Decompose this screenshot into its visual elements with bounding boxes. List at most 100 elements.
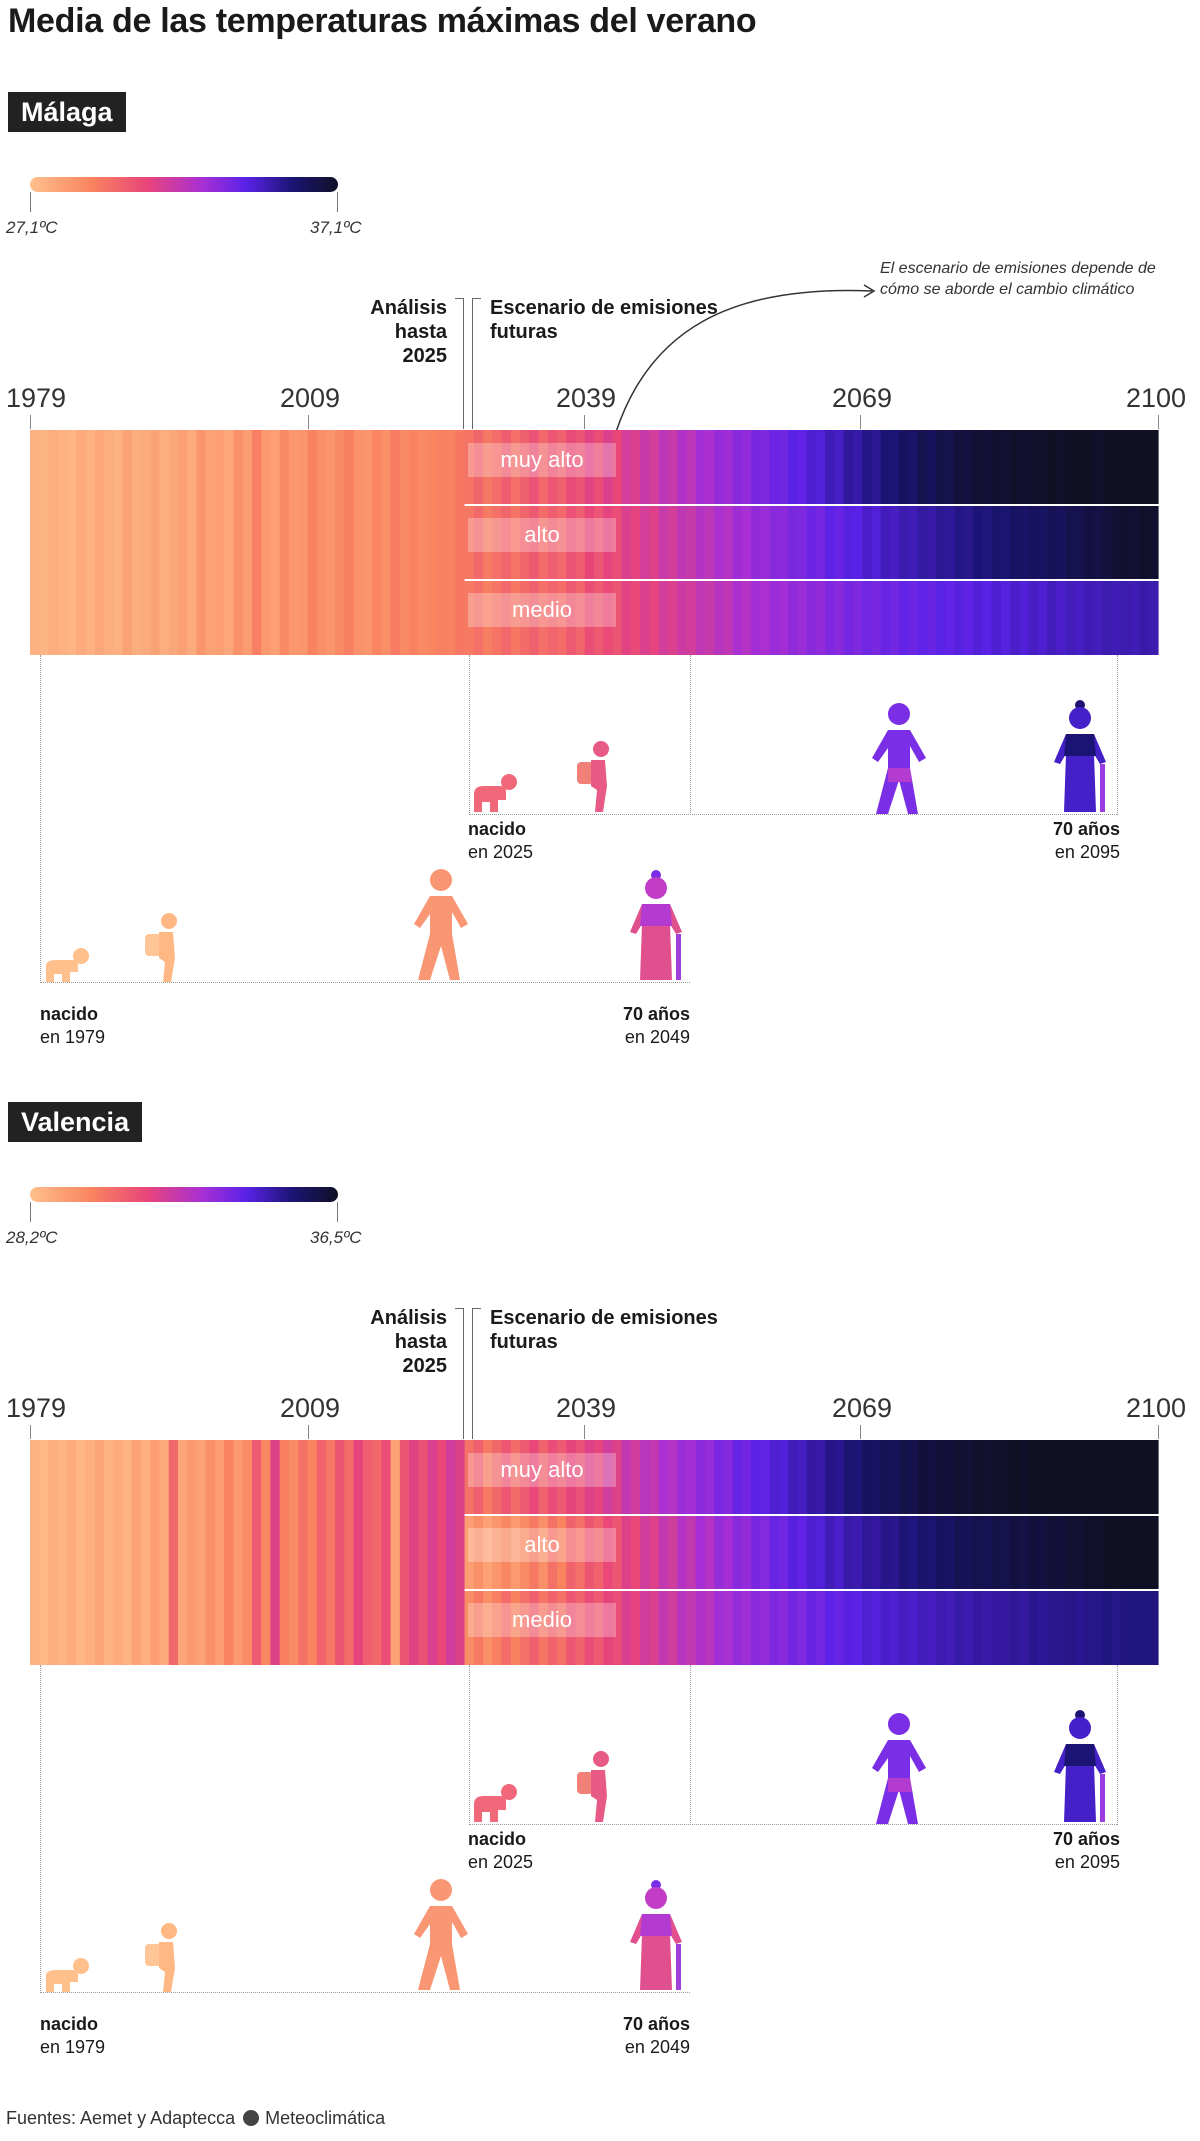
heat-cell-historical [196,430,207,655]
heat-cell-muy-alto [732,430,743,504]
heat-cell-historical [307,1440,318,1665]
heat-cell-medio [584,1591,595,1665]
heat-cell-alto [1037,506,1048,579]
heat-cell-muy-alto [686,1440,697,1514]
heat-cell-medio [880,581,891,655]
heat-cell-medio [1111,581,1122,655]
heat-cell-muy-alto [649,1440,660,1514]
heat-cell-alto [834,506,845,579]
heat-cell-alto [963,506,974,579]
heat-cell-alto [973,506,983,579]
heat-cell-medio [982,581,993,655]
heat-cell-historical [436,430,447,655]
heat-cell-alto [483,506,493,579]
heat-cell-muy-alto [594,430,604,504]
heat-cell-alto [1130,1516,1141,1589]
heat-cell-medio [825,1591,835,1665]
age70-2095-caption: 70 años en 2095 [1044,818,1120,864]
heat-cell-alto [1010,506,1020,579]
age-year: en 2049 [624,2037,690,2057]
heat-cell-historical [187,1440,198,1665]
heat-cell-muy-alto [510,1440,521,1514]
row-separator [464,579,1158,581]
heat-cell-muy-alto [520,1440,530,1514]
lifeline-2025 [469,1824,1117,1825]
heat-cell-alto [529,506,540,579]
baby-icon [474,774,517,812]
heat-cell-medio [1000,581,1011,655]
heat-cell-medio [945,1591,956,1665]
heat-cell-muy-alto [815,430,826,504]
heat-cell-medio [603,581,614,655]
heat-cell-historical [66,430,77,655]
guide-line [40,1665,41,1993]
brand-dot-icon [243,2110,260,2126]
heat-cell-muy-alto [991,430,1002,504]
scenario-label-muy-alto: muy alto [468,1453,616,1487]
heat-cell-historical [233,430,244,655]
year-tick-label: 2039 [556,1393,617,1423]
heat-cell-alto [788,506,799,579]
heat-cell-muy-alto [852,430,863,504]
legend-gradient [30,177,338,192]
heat-cell-alto [612,1516,623,1589]
heat-cell-medio [464,581,475,655]
heat-cell-historical [325,430,336,655]
heat-cell-muy-alto [667,430,678,504]
heat-cell-alto [501,1516,512,1589]
heat-cell-medio [963,1591,974,1665]
baby-icon [474,1784,517,1822]
heat-cell-alto [1074,1516,1085,1589]
heat-cell-alto [834,1516,845,1589]
heat-cell-medio [686,581,697,655]
heat-cell-historical [150,1440,161,1665]
heat-cell-muy-alto [1028,1440,1039,1514]
heat-cell-medio [584,581,595,655]
heat-cell-muy-alto [889,1440,900,1514]
child-icon [145,913,177,982]
heat-cell-muy-alto [760,1440,771,1514]
heat-cell-muy-alto [575,430,586,504]
heat-cell-alto [640,1516,651,1589]
heat-cell-muy-alto [982,1440,993,1514]
heat-cell-historical [390,430,401,655]
heat-cell-alto [778,506,789,579]
heat-cell-alto [594,1516,604,1589]
heat-cell-historical [427,1440,438,1665]
heat-cell-alto [630,506,641,579]
heat-cell-medio [483,581,493,655]
heat-cell-muy-alto [1000,430,1011,504]
heat-cell-alto [769,506,780,579]
heat-cell-historical [140,430,151,655]
heat-cell-muy-alto [926,1440,937,1514]
heat-cell-muy-alto [843,1440,854,1514]
heat-cell-muy-alto [1065,430,1076,504]
year-tick-label: 2009 [280,383,341,413]
heat-cell-medio [594,1591,604,1665]
heat-cell-medio [852,1591,863,1665]
heat-cell-historical [335,1440,345,1665]
heat-cell-alto [723,506,734,579]
born-label: nacido [40,1004,99,1024]
heat-cell-alto [825,506,835,579]
heat-cell-medio [529,1591,540,1665]
heat-cell-muy-alto [917,430,928,504]
heat-cell-medio [991,1591,1002,1665]
heat-cell-muy-alto [584,1440,595,1514]
heat-cell-medio [889,1591,900,1665]
heat-cell-historical [233,1440,244,1665]
heat-cell-alto [630,1516,641,1589]
heat-cell-muy-alto [899,1440,909,1514]
heat-cell-medio [1056,581,1067,655]
heat-cell-alto [1093,1516,1104,1589]
heat-cell-medio [954,1591,965,1665]
lifeline-1979 [40,982,690,983]
heat-cell-medio [815,1591,826,1665]
heat-cell-medio [510,581,521,655]
heat-cell-medio [473,1591,484,1665]
heat-cell-medio [899,1591,909,1665]
analysis-label: Análisis hasta 2025 [370,297,447,367]
heat-cell-alto [667,1516,678,1589]
scenario-label: Escenario de emisiones futuras [490,297,718,343]
heat-cell-historical [455,1440,466,1665]
